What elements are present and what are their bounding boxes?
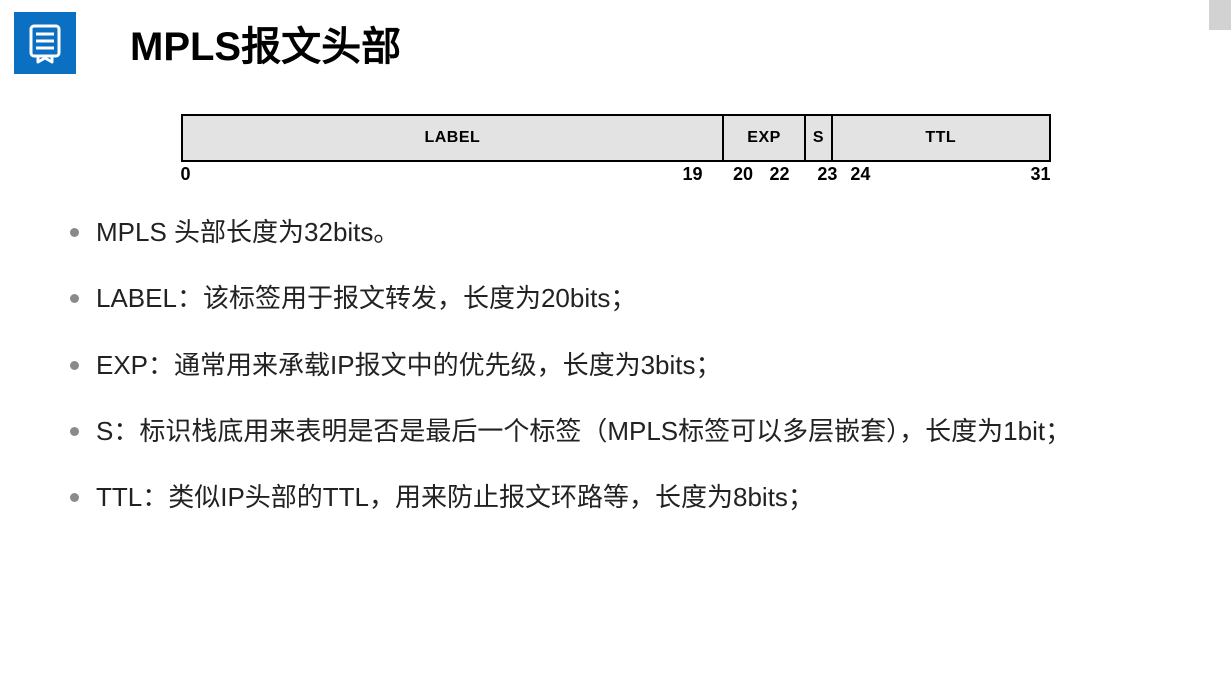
bullet-list: MPLS 头部长度为32bits。 LABEL：该标签用于报文转发，长度为20bi… [62, 212, 1191, 517]
list-item: EXP：通常用来承载IP报文中的优先级，长度为3bits； [62, 345, 1191, 385]
field-ttl: TTL [833, 114, 1051, 162]
document-list-icon [14, 12, 76, 74]
bit-marker: 19 [682, 164, 702, 185]
bit-marker: 20 [733, 164, 753, 185]
page-title: MPLS报文头部 [130, 14, 401, 72]
bit-marker: 23 [817, 164, 837, 185]
field-label: LABEL [181, 114, 725, 162]
corner-mark [1209, 0, 1231, 30]
list-item: TTL：类似IP头部的TTL，用来防止报文环路等，长度为8bits； [62, 477, 1191, 517]
mpls-header-diagram: LABELEXPSTTL 0 19 20 22 23 24 31 [181, 114, 1051, 188]
field-s: S [806, 114, 833, 162]
list-item: S：标识栈底用来表明是否是最后一个标签（MPLS标签可以多层嵌套），长度为1bi… [62, 411, 1191, 451]
list-item: MPLS 头部长度为32bits。 [62, 212, 1191, 252]
bit-marker-row: 0 19 20 22 23 24 31 [181, 162, 1051, 188]
field-row: LABELEXPSTTL [181, 114, 1051, 162]
list-item: LABEL：该标签用于报文转发，长度为20bits； [62, 278, 1191, 318]
bit-marker: 0 [181, 164, 191, 185]
bit-marker: 22 [769, 164, 789, 185]
slide-header: MPLS报文头部 [0, 0, 1231, 86]
field-exp: EXP [724, 114, 806, 162]
bit-marker: 24 [850, 164, 870, 185]
bit-marker: 31 [1030, 164, 1050, 185]
